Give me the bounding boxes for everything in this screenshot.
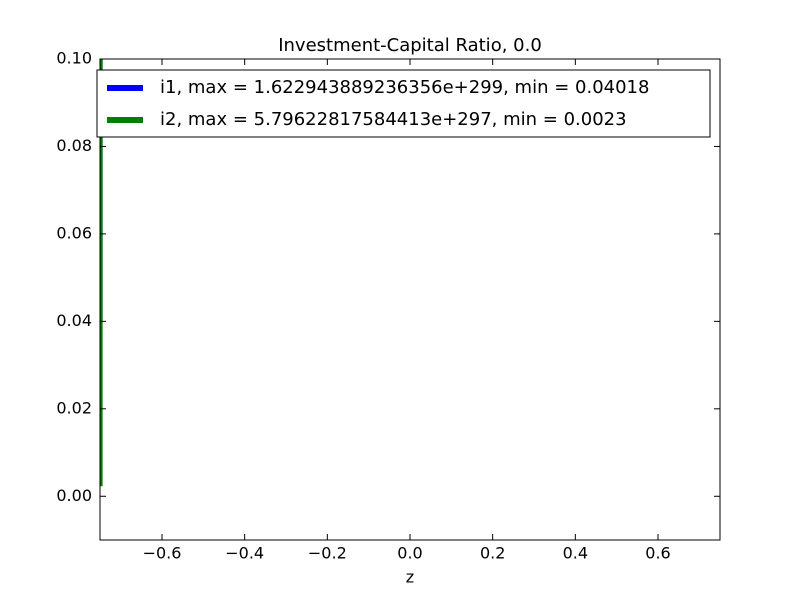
x-tick-label: 0.6: [645, 544, 670, 563]
y-tick-label: 0.08: [56, 136, 92, 155]
x-axis-label: z: [406, 568, 414, 587]
x-tick-label: −0.4: [225, 544, 264, 563]
y-tick-label: 0.04: [56, 311, 92, 330]
y-tick-label: 0.00: [56, 486, 92, 505]
legend: i1, max = 1.622943889236356e+299, min = …: [96, 69, 711, 138]
legend-label: i2, max = 5.79622817584413e+297, min = 0…: [160, 109, 627, 130]
chart-title: Investment-Capital Ratio, 0.0: [278, 35, 542, 56]
x-tick-label: 0.2: [480, 544, 505, 563]
x-tick-label: 0.0: [397, 544, 422, 563]
y-tick-label: 0.06: [56, 223, 92, 242]
legend-label: i1, max = 1.622943889236356e+299, min = …: [160, 77, 649, 98]
y-tick-label: 0.10: [56, 49, 92, 68]
x-tick-label: 0.4: [563, 544, 588, 563]
x-tick-label: −0.6: [143, 544, 182, 563]
y-tick-label: 0.02: [56, 398, 92, 417]
x-tick-label: −0.2: [308, 544, 347, 563]
legend-box: [96, 69, 711, 138]
